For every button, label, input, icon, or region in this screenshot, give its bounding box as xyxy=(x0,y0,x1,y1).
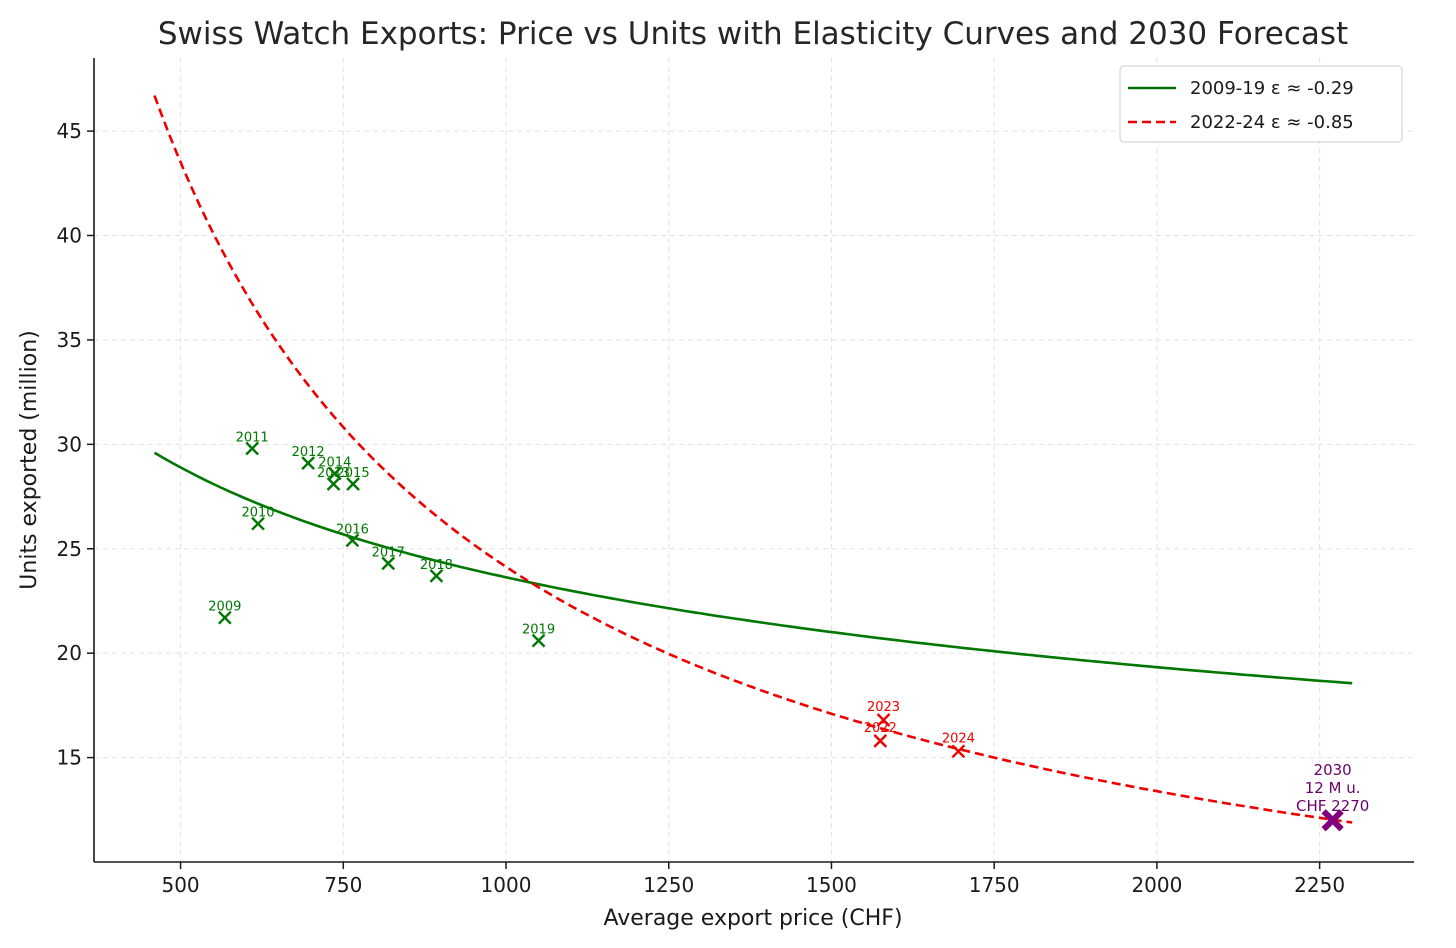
marker-stroke xyxy=(301,456,315,470)
point-marker-early xyxy=(245,441,260,456)
point-marker-late xyxy=(876,713,891,727)
point-marker-early xyxy=(531,633,546,648)
point-label-early: 2011 xyxy=(236,431,269,446)
x-axis-label: Average export price (CHF) xyxy=(603,906,902,931)
legend-entry: 2009-19 ε ≈ -0.29 xyxy=(1190,78,1354,99)
point-marker-early xyxy=(301,456,315,470)
x-tick-label: 1250 xyxy=(643,873,694,897)
point-label-early: 2016 xyxy=(336,522,369,537)
point-marker-early xyxy=(346,477,360,491)
y-tick-label: 15 xyxy=(57,746,82,770)
x-tick-label: 2250 xyxy=(1294,873,1345,897)
legend-box xyxy=(1119,65,1403,143)
marker-stroke xyxy=(251,516,265,531)
axes xyxy=(87,58,1414,869)
x-tick-label: 500 xyxy=(161,873,199,897)
point-label-early: 2015 xyxy=(337,466,370,481)
point-label-early: 2019 xyxy=(522,623,555,638)
point-label-early: 2014 xyxy=(318,456,351,471)
marker-stroke xyxy=(326,477,341,491)
x-tick-label: 1000 xyxy=(481,873,532,897)
grid xyxy=(94,58,1414,862)
marker-stroke xyxy=(876,713,891,727)
point-label-early: 2012 xyxy=(292,445,325,460)
curve-2009-19 xyxy=(153,451,1353,685)
point-marker-early xyxy=(251,516,265,531)
marker-stroke xyxy=(245,441,260,456)
marker-stroke xyxy=(531,633,546,648)
y-tick-label: 35 xyxy=(57,328,82,352)
x-tick-label: 1750 xyxy=(969,873,1020,897)
point-marker-early xyxy=(217,610,232,625)
marker-stroke xyxy=(951,744,966,759)
point-marker-early xyxy=(429,569,444,583)
point-label-early: 2010 xyxy=(241,506,274,521)
y-tick-label: 45 xyxy=(57,119,82,143)
forecast-label-price: CHF 2270 xyxy=(1296,797,1369,815)
forecast-label-year: 2030 xyxy=(1314,761,1352,779)
y-axis-label: Units exported (million) xyxy=(17,330,42,589)
point-marker-late xyxy=(873,734,888,748)
point-marker-early xyxy=(345,533,360,548)
forecast-label-units: 12 M u. xyxy=(1305,779,1361,797)
data-points: 2009201020112012201320142015201620172018… xyxy=(208,431,1369,832)
point-label-early: 2017 xyxy=(372,545,405,560)
point-label-early: 2018 xyxy=(420,558,453,573)
y-tick-label: 30 xyxy=(57,432,82,456)
point-label-late: 2023 xyxy=(867,700,900,715)
marker-stroke xyxy=(346,477,360,491)
x-tick-label: 750 xyxy=(324,873,362,897)
chart-title: Swiss Watch Exports: Price vs Units with… xyxy=(158,16,1348,52)
point-marker-early xyxy=(381,556,396,571)
forecast-marker xyxy=(1321,809,1344,832)
y-tick-label: 25 xyxy=(57,537,82,561)
point-label-early: 2009 xyxy=(208,600,241,615)
marker-stroke xyxy=(1321,809,1344,832)
marker-stroke xyxy=(381,556,396,571)
point-label-late: 2024 xyxy=(942,731,975,746)
legend: 2009-19 ε ≈ -0.29 2022-24 ε ≈ -0.85 xyxy=(1119,65,1403,143)
marker-stroke xyxy=(327,466,342,481)
marker-stroke xyxy=(345,533,360,548)
y-tick-label: 20 xyxy=(57,641,82,665)
x-tick-label: 1500 xyxy=(806,873,857,897)
point-marker-early xyxy=(327,466,342,481)
tick-labels: 500 750 1000 1250 1500 1750 2000 2250 15 20 25 30 35… xyxy=(57,119,1346,897)
marker-stroke xyxy=(429,569,444,583)
legend-entry: 2022-24 ε ≈ -0.85 xyxy=(1190,112,1354,133)
marker-stroke xyxy=(873,734,888,748)
curve-2022-24 xyxy=(153,95,1353,824)
marker-stroke xyxy=(217,610,232,625)
point-marker-late xyxy=(951,744,966,759)
x-tick-label: 2000 xyxy=(1131,873,1182,897)
y-tick-label: 40 xyxy=(57,224,82,248)
